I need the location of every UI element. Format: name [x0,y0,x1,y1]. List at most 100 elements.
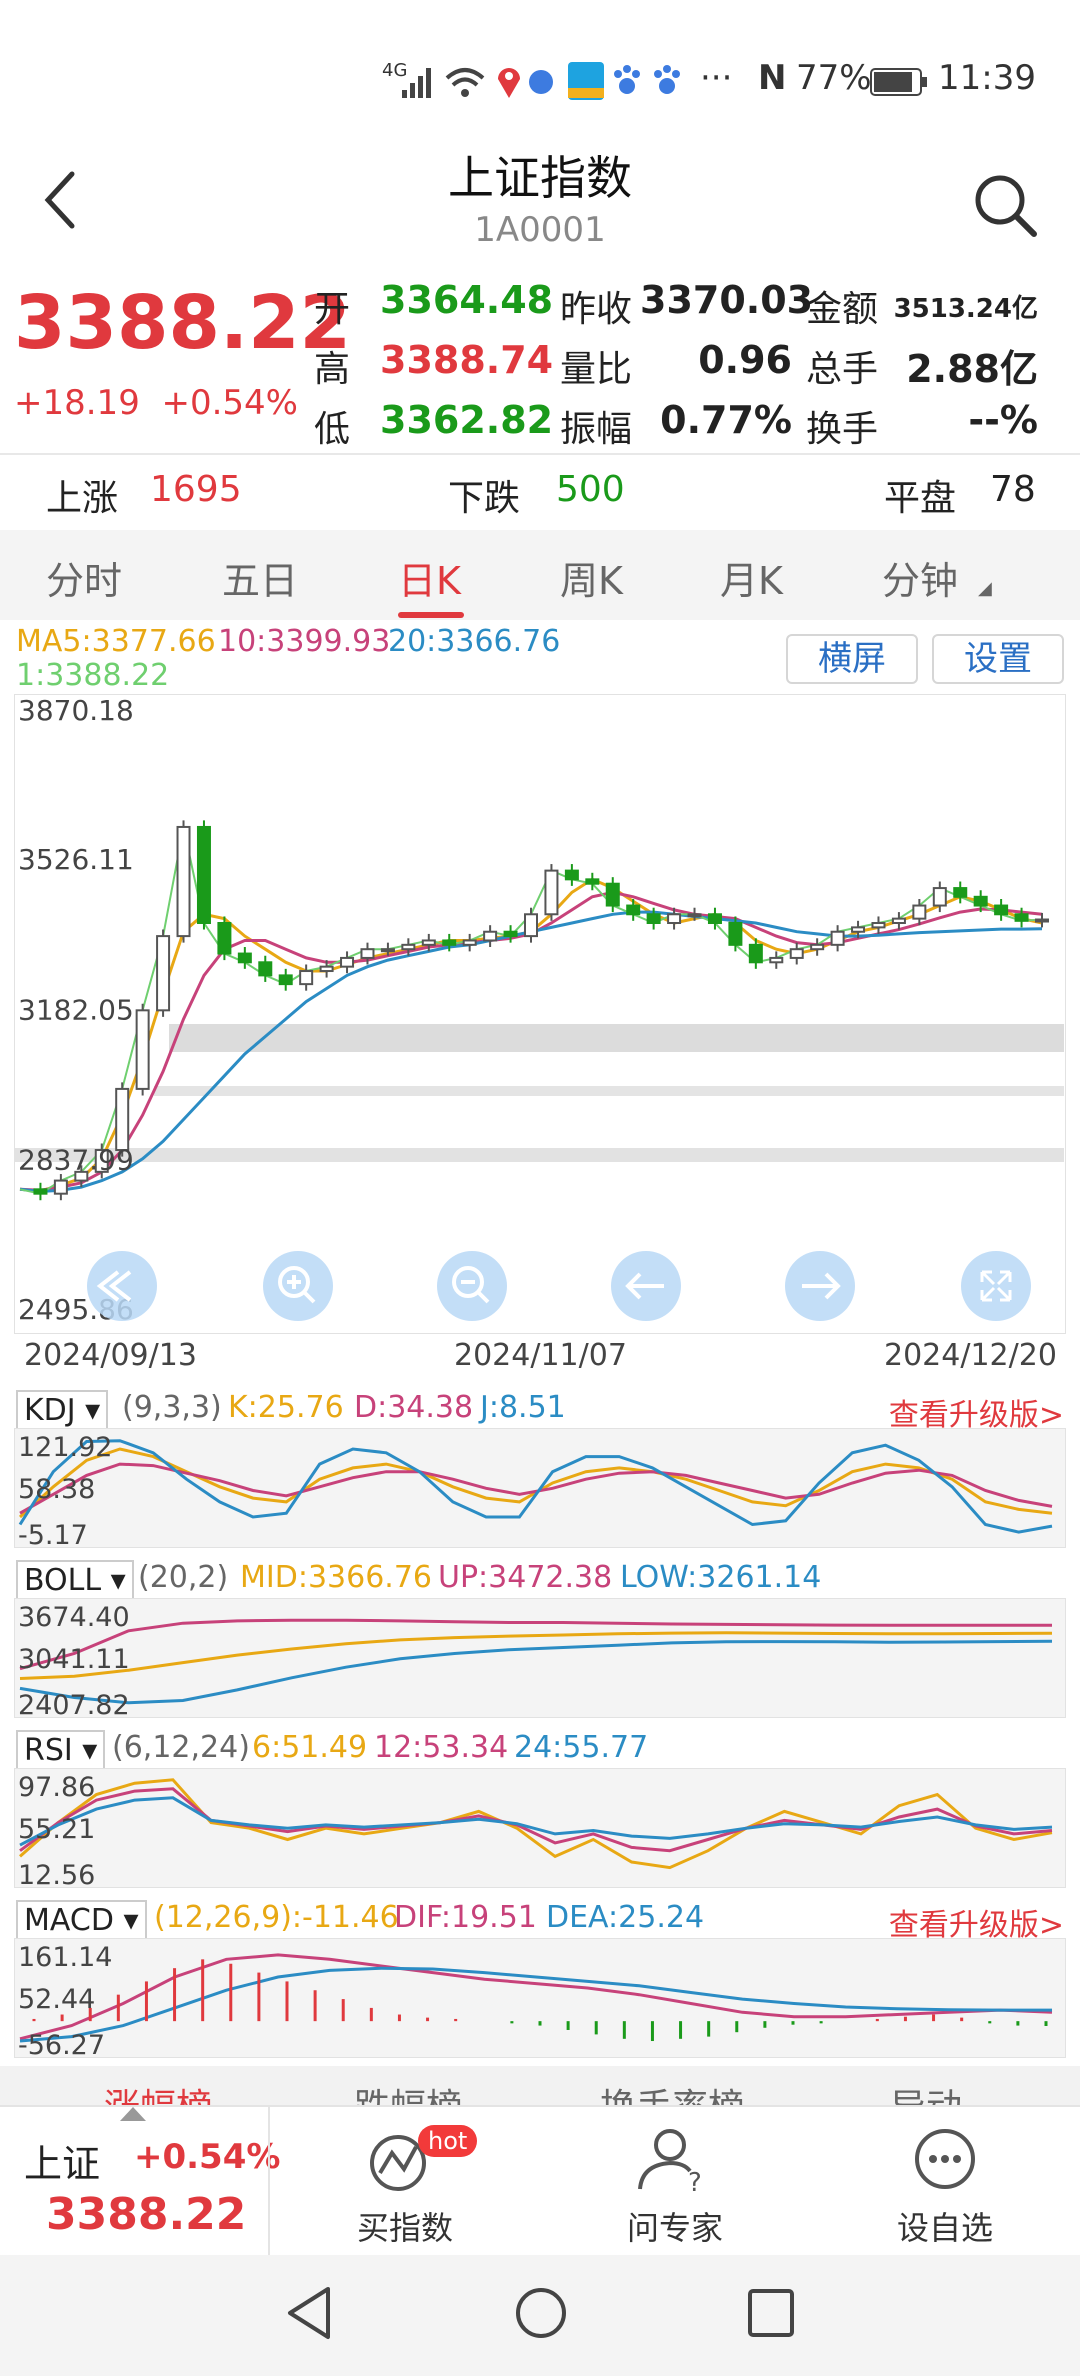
landscape-button[interactable]: 横屏 [786,634,918,684]
settings-button[interactable]: 设置 [932,634,1064,684]
tab-five-day[interactable]: 五日 [222,559,299,603]
macd-selector[interactable]: MACD ▾ [16,1900,147,1942]
zoom-in-icon[interactable] [263,1251,333,1321]
candle-body [319,965,334,973]
kdj-j: J:8.51 [480,1390,566,1425]
nav-home-icon[interactable] [514,2285,568,2341]
tab-losers[interactable]: 跌幅榜 [354,2078,462,2106]
legend-ma1: 1:3388.22 [16,658,170,693]
tab-gainers[interactable]: 涨幅榜 [104,2078,212,2106]
nav-back-icon[interactable] [284,2285,334,2341]
high-value: 3388.74 [380,338,554,382]
ask-expert-button[interactable]: ? 问专家 [600,2125,750,2249]
expand-up-icon[interactable] [118,2103,148,2123]
network-label: 4G [382,60,408,81]
candle-body [278,974,293,986]
candle-body [299,970,314,986]
kdj-header: KDJ ▾ (9,3,3) K:25.76 D:34.38 J:8.51 查看升… [0,1384,1080,1433]
add-watchlist-label: 设自选 [896,2209,993,2247]
tab-monthly-k[interactable]: 月K [720,559,783,603]
more-circle-icon [915,2129,975,2189]
high-label: 高 [314,349,351,390]
candle-body [871,922,886,929]
candle-body [728,922,743,946]
wifi-icon [445,68,485,97]
zoom-out-icon[interactable] [437,1251,507,1321]
candle-body [135,1009,150,1090]
y-tick-label: 55.21 [18,1814,95,1845]
candle-body [667,913,682,925]
y-tick-label: 97.86 [18,1772,95,1803]
prev-close-value: 3370.03 [640,278,814,322]
candle-body [973,895,988,907]
boll-params: (20,2) [138,1560,229,1595]
rsi-selector[interactable]: RSI ▾ [16,1730,106,1772]
candle-body [851,926,866,933]
current-price: 3388.22 [14,280,352,366]
total-volume-value: 2.88亿 [906,347,1038,391]
panel-background [14,1938,1066,2058]
candle-body [626,904,641,916]
tab-turnover[interactable]: 换手率榜 [600,2078,744,2106]
candle-body [830,930,845,946]
candle-body [462,939,477,946]
divider [0,453,1080,455]
ask-expert-label: 问专家 [626,2209,723,2247]
expert-icon: ? [638,2129,702,2198]
tab-weekly-k[interactable]: 周K [560,559,623,603]
paw-icon [614,65,640,94]
candle-body [380,948,395,953]
hot-badge: hot [418,2125,478,2157]
x-label-end: 2024/12/20 [884,1338,1057,1373]
candle-body [524,913,538,938]
macd-dea: DEA:25.24 [546,1900,705,1935]
candle-body [196,825,211,925]
candle-body [544,869,559,916]
flat-count: 78 [990,469,1036,510]
buy-index-label: 买指数 [356,2209,453,2247]
caret-down-icon: ◢ [978,578,992,599]
change-value: +18.19 [14,383,140,423]
low-label: 低 [314,409,351,450]
back-icon[interactable] [40,170,80,230]
amplitude-value: 0.77% [660,398,792,442]
mini-index-price: 3388.22 [46,2189,247,2240]
tab-movers[interactable]: 异动 [890,2078,962,2106]
y-tick-label: 3870.18 [18,694,134,727]
volume-ratio-value: 0.96 [698,338,792,382]
legend-ma10: 10:3399.93 [218,624,391,659]
candle-body [340,956,355,968]
active-tab-indicator [398,612,464,618]
candle-body [217,922,232,955]
total-volume-label: 总手 [806,349,879,390]
market-breadth: 上涨 1695 下跌 500 平盘 78 [0,455,1080,530]
kdj-selector[interactable]: KDJ ▾ [16,1390,109,1432]
candle-body [442,939,457,946]
search-icon[interactable] [970,170,1040,240]
tab-minute[interactable]: 分钟 [882,559,959,603]
tab-daily-k[interactable]: 日K [398,559,461,603]
candle-body [74,1170,89,1182]
candle-body [891,917,906,925]
fast-back-icon[interactable] [87,1251,157,1321]
add-watchlist-button[interactable]: 设自选 [870,2125,1020,2249]
amount-value: 3513.24亿 [893,294,1038,324]
buy-index-button[interactable]: 买指数 [330,2125,480,2249]
candle-body [912,904,927,920]
series-line-24 [19,1796,1053,1847]
legend-ma20: 20:3366.76 [388,624,561,659]
candle-body [401,943,416,951]
nav-recents-icon[interactable] [746,2287,796,2339]
candle-body [810,943,825,951]
y-tick-label: 161.14 [18,1942,112,1973]
trend-icon [370,2135,426,2191]
candle-body [707,913,722,925]
ranking-tabs: 涨幅榜 跌幅榜 换手率榜 异动 [0,2066,1080,2106]
series-line-LOW [19,1639,1053,1705]
fullscreen-icon[interactable] [961,1251,1031,1321]
candle-body [258,961,273,977]
candle-body [605,882,620,907]
tab-intraday[interactable]: 分时 [46,559,123,603]
boll-selector[interactable]: BOLL ▾ [16,1560,134,1602]
